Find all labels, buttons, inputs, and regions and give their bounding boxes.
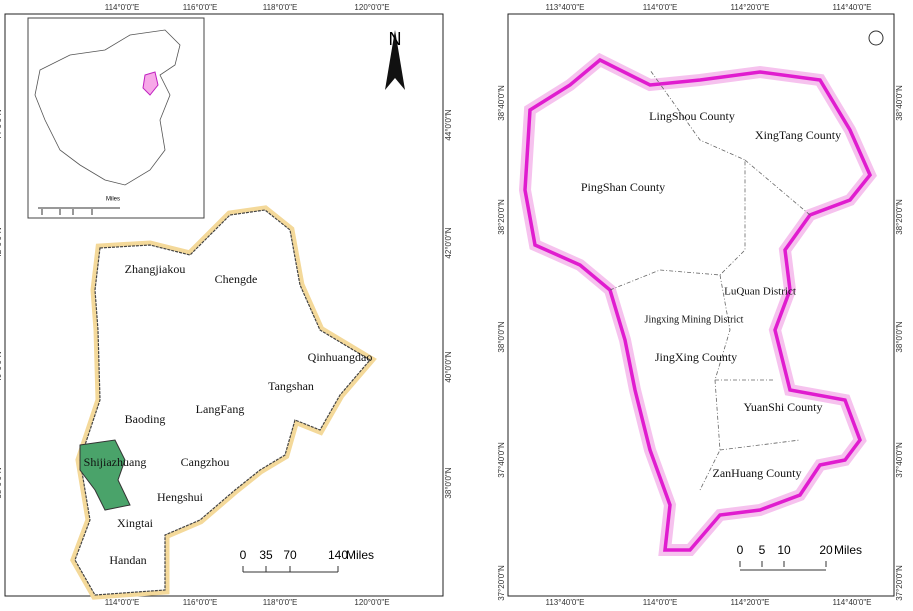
lat-label: 44°0'0"N bbox=[444, 109, 453, 140]
north-label: N bbox=[389, 29, 402, 49]
scale-tick-label: 70 bbox=[283, 548, 297, 562]
scale-unit: Miles bbox=[106, 197, 120, 203]
scale-tick-label: 140 bbox=[328, 548, 348, 562]
region-label: LingShou County bbox=[649, 109, 735, 123]
region-label: Hengshui bbox=[157, 490, 204, 504]
lon-label: 114°0'0"E bbox=[105, 3, 140, 12]
lat-label: 37°40'0"N bbox=[497, 442, 506, 478]
lon-label: 114°20'0"E bbox=[730, 598, 769, 607]
lat-label: 38°40'0"N bbox=[895, 85, 904, 121]
scale-unit: Miles bbox=[346, 548, 374, 562]
scale-tick-label: 35 bbox=[259, 548, 273, 562]
scale-tick-label: 20 bbox=[819, 543, 833, 557]
lat-label: 37°20'0"N bbox=[895, 565, 904, 601]
lat-label: 44°0'0"N bbox=[0, 109, 3, 140]
lat-label: 37°20'0"N bbox=[497, 565, 506, 601]
region-label: PingShan County bbox=[581, 180, 665, 194]
lat-label: 42°0'0"N bbox=[0, 227, 3, 258]
lat-label: 38°20'0"N bbox=[895, 199, 904, 235]
lon-label: 114°40'0"E bbox=[832, 3, 871, 12]
lon-label: 114°0'0"E bbox=[643, 3, 678, 12]
lon-label: 120°0'0"E bbox=[354, 598, 389, 607]
region-label: ZanHuang County bbox=[713, 466, 802, 480]
lat-label: 38°0'0"N bbox=[0, 467, 3, 498]
region-label: Baoding bbox=[125, 412, 166, 426]
lon-label: 114°20'0"E bbox=[730, 3, 769, 12]
lon-label: 118°0'0"E bbox=[263, 598, 298, 607]
region-label: Cangzhou bbox=[181, 455, 230, 469]
lon-label: 116°0'0"E bbox=[183, 598, 218, 607]
lat-label: 38°40'0"N bbox=[497, 85, 506, 121]
scale-tick-label: 0 bbox=[737, 543, 744, 557]
lon-label: 114°40'0"E bbox=[832, 598, 871, 607]
lat-label: 40°0'0"N bbox=[0, 351, 3, 382]
lat-label: 38°0'0"N bbox=[444, 467, 453, 498]
lat-label: 40°0'0"N bbox=[444, 351, 453, 382]
lat-label: 38°0'0"N bbox=[497, 321, 506, 352]
inner-boundaries bbox=[609, 69, 811, 491]
lon-label: 118°0'0"E bbox=[263, 3, 298, 12]
lat-label: 42°0'0"N bbox=[444, 227, 453, 258]
region-label: Jingxing Mining District bbox=[645, 314, 744, 325]
region-label: Qinhuangdao bbox=[308, 350, 373, 364]
compass bbox=[868, 30, 884, 46]
lon-label: 114°0'0"E bbox=[105, 598, 140, 607]
region-label: Shijiazhuang bbox=[84, 455, 147, 469]
lat-label: 38°0'0"N bbox=[895, 321, 904, 352]
lat-label: 37°40'0"N bbox=[895, 442, 904, 478]
region-label: LuQuan District bbox=[724, 286, 796, 298]
lat-label: 38°20'0"N bbox=[497, 199, 506, 235]
scale-tick-label: 0 bbox=[240, 548, 247, 562]
lon-label: 116°0'0"E bbox=[183, 3, 218, 12]
region-label: JingXing County bbox=[655, 350, 737, 364]
region-label: Xingtai bbox=[117, 516, 154, 530]
region-label: YuanShi County bbox=[743, 400, 822, 414]
lon-label: 113°40'0"E bbox=[545, 598, 584, 607]
region-label: LangFang bbox=[196, 402, 245, 416]
hebei-inset bbox=[142, 71, 159, 96]
lon-label: 120°0'0"E bbox=[354, 3, 389, 12]
region-label: Handan bbox=[109, 553, 146, 567]
scale-unit: Miles bbox=[834, 543, 862, 557]
scale-tick-label: 10 bbox=[777, 543, 791, 557]
region-label: Zhangjiakou bbox=[125, 262, 186, 276]
lon-label: 114°0'0"E bbox=[643, 598, 678, 607]
region-label: Tangshan bbox=[268, 379, 314, 393]
region-label: XingTang County bbox=[755, 128, 841, 142]
county-outline bbox=[523, 57, 873, 552]
north-arrow bbox=[385, 30, 405, 90]
scale-tick-label: 5 bbox=[759, 543, 766, 557]
shijiazhuang-highlight bbox=[79, 439, 131, 511]
lon-label: 113°40'0"E bbox=[545, 3, 584, 12]
china-outline bbox=[34, 29, 181, 186]
region-label: Chengde bbox=[215, 272, 258, 286]
